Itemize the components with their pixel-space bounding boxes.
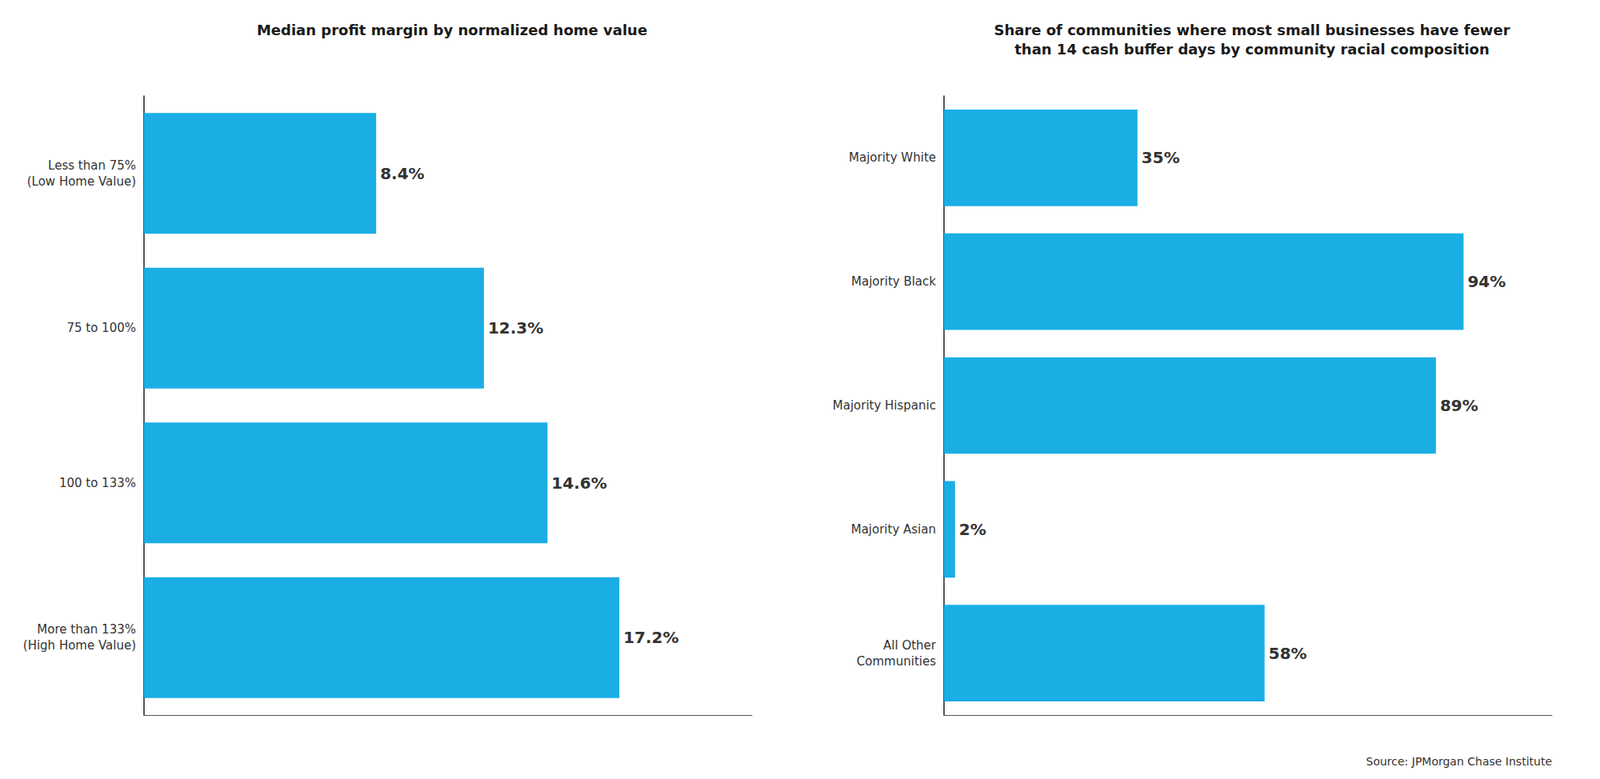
svg-text:Share of communities where mos: Share of communities where most small bu… <box>993 21 1510 39</box>
svg-text:Majority Asian: Majority Asian <box>851 522 936 537</box>
svg-text:(Low Home Value): (Low Home Value) <box>27 174 136 189</box>
svg-text:Source: JPMorgan Chase Institu: Source: JPMorgan Chase Institute <box>1366 755 1553 768</box>
svg-text:More than 133%: More than 133% <box>36 622 136 637</box>
svg-text:2%: 2% <box>959 520 987 540</box>
svg-text:35%: 35% <box>1141 148 1180 168</box>
svg-text:75 to 100%: 75 to 100% <box>66 320 136 336</box>
svg-text:Communities: Communities <box>856 654 936 669</box>
svg-text:94%: 94% <box>1467 272 1506 292</box>
svg-text:(High Home Value): (High Home Value) <box>23 638 136 653</box>
svg-text:Majority White: Majority White <box>848 150 936 165</box>
svg-text:58%: 58% <box>1268 644 1308 664</box>
svg-text:All Other: All Other <box>883 638 937 653</box>
svg-text:8.4%: 8.4% <box>380 164 424 184</box>
svg-text:Median profit margin by normal: Median profit margin by normalized home … <box>256 21 648 39</box>
svg-text:100 to 133%: 100 to 133% <box>59 476 136 491</box>
svg-text:Majority Black: Majority Black <box>851 274 936 289</box>
svg-text:Majority Hispanic: Majority Hispanic <box>832 398 936 413</box>
svg-text:than 14 cash buffer days by co: than 14 cash buffer days by community ra… <box>1014 40 1490 58</box>
svg-text:14.6%: 14.6% <box>551 473 607 493</box>
svg-text:17.2%: 17.2% <box>623 628 679 648</box>
svg-text:Less than 75%: Less than 75% <box>48 158 136 173</box>
svg-text:12.3%: 12.3% <box>488 318 544 338</box>
svg-text:89%: 89% <box>1440 396 1479 416</box>
